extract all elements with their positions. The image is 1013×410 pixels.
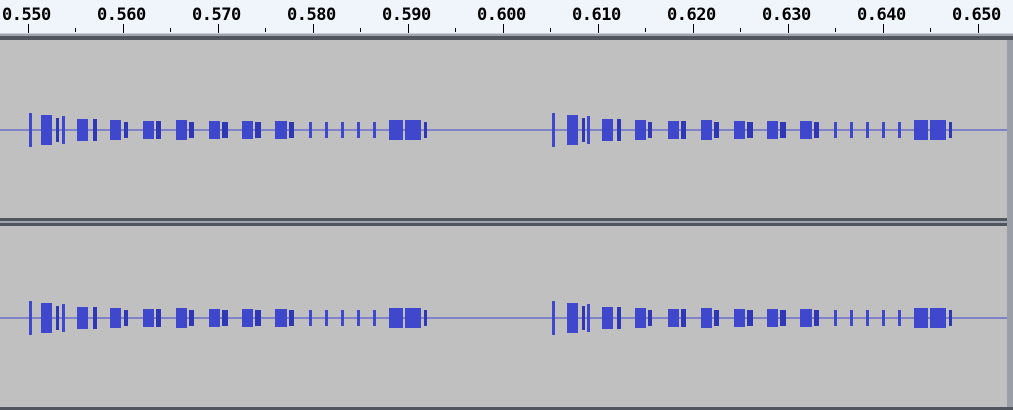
tick-label: 0.620 [667, 5, 716, 25]
tick-label: 0.650 [952, 5, 1001, 25]
major-tick [408, 24, 409, 33]
major-tick [28, 24, 29, 33]
burst-group-1 [29, 113, 427, 147]
tick-label: 0.640 [857, 5, 906, 25]
track-separator [0, 218, 1013, 221]
audio-track-right[interactable] [0, 226, 1013, 407]
waveform-right [0, 301, 1013, 335]
major-tick [788, 24, 789, 33]
minor-tick [75, 28, 76, 32]
tick-label: 0.600 [477, 5, 526, 25]
tick-label: 0.550 [2, 5, 51, 25]
minor-tick [740, 28, 741, 32]
tick-label: 0.560 [97, 5, 146, 25]
tick-label: 0.630 [762, 5, 811, 25]
track-separator-highlight [0, 221, 1013, 223]
minor-tick [360, 28, 361, 32]
burst-group-1 [29, 301, 427, 335]
minor-tick [170, 28, 171, 32]
tick-label: 0.580 [287, 5, 336, 25]
track-top-highlight [0, 34, 1013, 36]
tick-label: 0.590 [382, 5, 431, 25]
major-tick [978, 24, 979, 33]
track-separator-lower [0, 223, 1013, 226]
minor-tick [930, 28, 931, 32]
timeline-ruler[interactable]: 0.550 0.560 0.570 0.580 0.590 0.600 0.61… [0, 0, 1013, 34]
minor-tick [550, 28, 551, 32]
burst-group-2 [552, 301, 952, 335]
minor-tick [835, 28, 836, 32]
major-tick [123, 24, 124, 33]
major-tick [218, 24, 219, 33]
minor-tick [265, 28, 266, 32]
major-tick [503, 24, 504, 33]
burst-group-2 [552, 113, 952, 147]
track-top-border [0, 36, 1013, 40]
minor-tick [455, 28, 456, 32]
audio-track-left[interactable] [0, 40, 1013, 218]
tick-label: 0.570 [192, 5, 241, 25]
waveform-left [0, 113, 1013, 147]
major-tick [313, 24, 314, 33]
major-tick [598, 24, 599, 33]
minor-tick [645, 28, 646, 32]
major-tick [693, 24, 694, 33]
vertical-scrollbar-edge[interactable] [1007, 40, 1013, 407]
major-tick [883, 24, 884, 33]
tick-label: 0.610 [572, 5, 621, 25]
track-bottom-border [0, 407, 1013, 410]
